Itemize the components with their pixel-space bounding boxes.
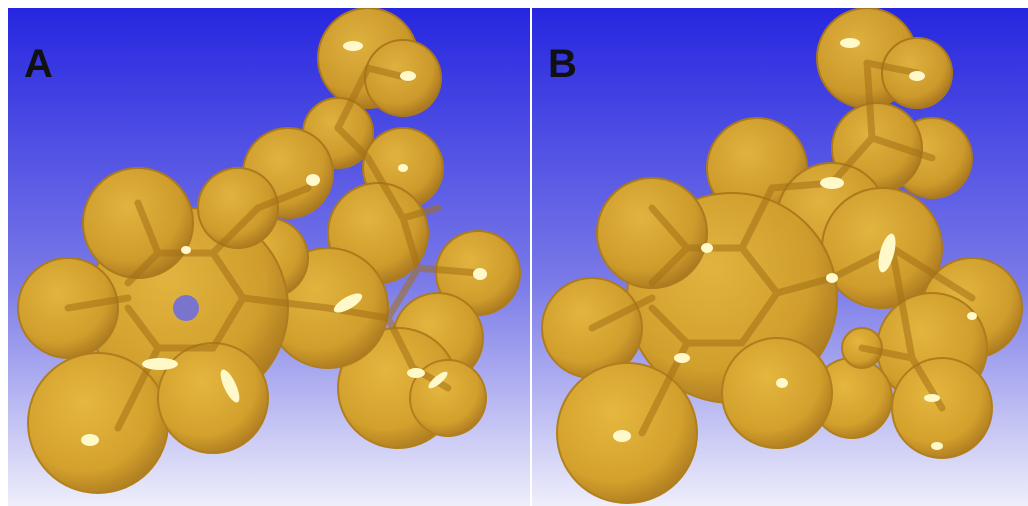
ring-hole <box>173 295 199 321</box>
panel-b: B <box>532 8 1028 506</box>
panel-label-a: A <box>24 42 53 86</box>
panel-a: A <box>8 8 530 506</box>
molecular-surface-render-b <box>532 8 1028 506</box>
specular-highlights <box>613 38 977 450</box>
specular-highlights <box>81 41 487 446</box>
panel-label-b: B <box>548 42 577 86</box>
bond-sticks <box>64 64 482 432</box>
molecular-surface-render-a <box>8 8 530 506</box>
